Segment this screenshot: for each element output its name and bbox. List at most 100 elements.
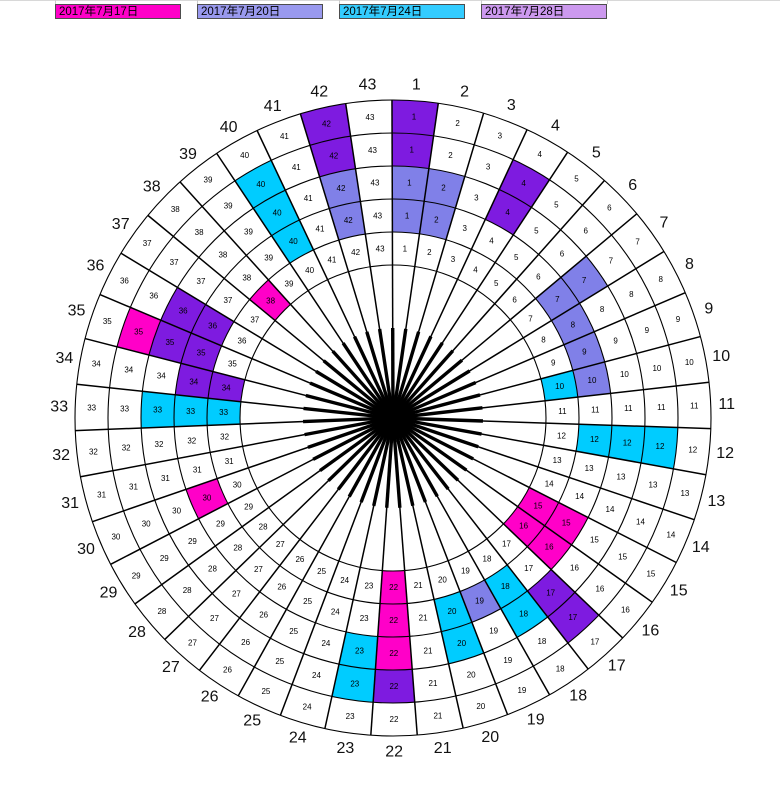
cell-number: 17 bbox=[590, 637, 599, 646]
cell-number: 41 bbox=[327, 255, 336, 264]
cell-number: 18 bbox=[556, 664, 565, 673]
cell-number: 5 bbox=[554, 201, 559, 210]
sector-label: 9 bbox=[704, 301, 713, 318]
cell-number: 19 bbox=[461, 567, 470, 576]
cell-number: 9 bbox=[551, 358, 556, 367]
cell-number: 17 bbox=[546, 588, 555, 597]
cell-number: 20 bbox=[438, 576, 447, 585]
radial-grid-chart: 1111122222333334444455555666667777788888… bbox=[0, 30, 780, 800]
sector-label: 32 bbox=[52, 447, 70, 464]
cell-number: 24 bbox=[303, 703, 312, 712]
cell-number: 30 bbox=[111, 532, 120, 541]
cell-number: 30 bbox=[202, 493, 211, 502]
cell-number: 31 bbox=[97, 491, 106, 500]
legend-cell-2017-07-28[interactable]: 2017年7月28日 bbox=[481, 4, 607, 19]
cell-number: 4 bbox=[537, 150, 542, 159]
cell-number: 1 bbox=[409, 146, 414, 155]
sector-label: 28 bbox=[128, 624, 146, 641]
cell-number: 12 bbox=[557, 432, 566, 441]
cell-number: 41 bbox=[316, 225, 325, 234]
cell-number: 35 bbox=[103, 317, 112, 326]
cell-number: 9 bbox=[613, 337, 618, 346]
cell-number: 4 bbox=[489, 237, 494, 246]
cell-number: 1 bbox=[405, 212, 410, 221]
cell-number: 11 bbox=[591, 405, 600, 414]
cell-number: 33 bbox=[219, 408, 228, 417]
sector-label: 17 bbox=[608, 658, 626, 675]
cell-number: 10 bbox=[652, 364, 661, 373]
cell-number: 13 bbox=[649, 481, 658, 490]
legend-cell-2017-07-24[interactable]: 2017年7月24日 bbox=[339, 4, 465, 19]
cell-number: 12 bbox=[590, 435, 599, 444]
legend-cell-2017-07-20[interactable]: 2017年7月20日 bbox=[197, 4, 323, 19]
sector-label: 15 bbox=[670, 583, 688, 600]
cell-number: 8 bbox=[600, 305, 605, 314]
legend-cell-2017-07-17[interactable]: 2017年7月17日 bbox=[55, 4, 181, 19]
cell-number: 39 bbox=[244, 228, 253, 237]
cell-number: 29 bbox=[244, 502, 253, 511]
cell-number: 13 bbox=[680, 489, 689, 498]
cell-number: 17 bbox=[524, 564, 533, 573]
cell-number: 43 bbox=[366, 113, 375, 122]
cell-number: 17 bbox=[502, 539, 511, 548]
cell-number: 32 bbox=[220, 433, 229, 442]
cell-number: 25 bbox=[317, 567, 326, 576]
cell-number: 26 bbox=[223, 666, 232, 675]
cell-number: 40 bbox=[289, 237, 298, 246]
cell-number: 9 bbox=[676, 315, 681, 324]
cell-number: 27 bbox=[210, 614, 219, 623]
cell-number: 4 bbox=[521, 179, 526, 188]
cell-number: 12 bbox=[656, 442, 665, 451]
cell-number: 25 bbox=[289, 627, 298, 636]
cell-number: 6 bbox=[607, 204, 612, 213]
cell-number: 39 bbox=[264, 254, 273, 263]
cell-number: 15 bbox=[646, 570, 655, 579]
cell-number: 36 bbox=[208, 322, 217, 331]
sector-label: 37 bbox=[112, 216, 130, 233]
sector-label: 26 bbox=[201, 689, 219, 706]
sector-label: 42 bbox=[310, 84, 328, 101]
cell-number: 28 bbox=[233, 544, 242, 553]
cell-number: 3 bbox=[462, 224, 467, 233]
cell-number: 31 bbox=[129, 482, 138, 491]
cell-number: 27 bbox=[276, 540, 285, 549]
sector-label: 12 bbox=[716, 445, 734, 462]
cell-number: 21 bbox=[424, 646, 433, 655]
sector-label: 31 bbox=[61, 495, 79, 512]
cell-number: 4 bbox=[473, 265, 478, 274]
cell-number: 22 bbox=[389, 616, 398, 625]
cell-number: 20 bbox=[457, 639, 466, 648]
cell-number: 2 bbox=[455, 119, 460, 128]
cell-number: 38 bbox=[171, 205, 180, 214]
sector-label: 25 bbox=[243, 712, 261, 729]
cell-number: 17 bbox=[568, 613, 577, 622]
cell-number: 39 bbox=[204, 176, 213, 185]
cell-number: 14 bbox=[636, 518, 645, 527]
cell-number: 32 bbox=[187, 436, 196, 445]
cell-number: 30 bbox=[172, 506, 181, 515]
cell-number: 30 bbox=[233, 480, 242, 489]
cell-number: 23 bbox=[350, 679, 359, 688]
sector-label: 21 bbox=[434, 740, 452, 757]
cell-number: 6 bbox=[583, 227, 588, 236]
cell-number: 10 bbox=[588, 376, 597, 385]
cell-number: 34 bbox=[92, 360, 101, 369]
cell-number: 37 bbox=[197, 277, 206, 286]
cell-number: 36 bbox=[120, 277, 129, 286]
cell-number: 19 bbox=[489, 626, 498, 635]
cell-number: 28 bbox=[183, 586, 192, 595]
cell-number: 25 bbox=[261, 687, 270, 696]
cell-number: 5 bbox=[574, 174, 579, 183]
cell-number: 37 bbox=[143, 239, 152, 248]
cell-number: 35 bbox=[165, 338, 174, 347]
sector-label: 6 bbox=[628, 177, 637, 194]
cell-number: 24 bbox=[312, 671, 321, 680]
sector-label: 23 bbox=[337, 740, 355, 757]
sector-label: 19 bbox=[527, 712, 545, 729]
sector-label: 3 bbox=[507, 97, 516, 114]
cell-number: 13 bbox=[617, 472, 626, 481]
cell-number: 11 bbox=[657, 403, 666, 412]
cell-number: 42 bbox=[322, 119, 331, 128]
cell-number: 22 bbox=[389, 583, 398, 592]
